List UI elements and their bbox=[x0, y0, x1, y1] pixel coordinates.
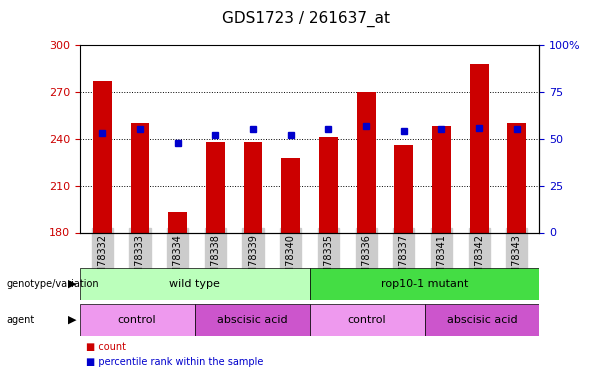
Text: abscisic acid: abscisic acid bbox=[447, 315, 517, 325]
Text: ▶: ▶ bbox=[68, 315, 77, 325]
Bar bbox=[432, 126, 451, 232]
Bar bbox=[470, 64, 489, 232]
Text: abscisic acid: abscisic acid bbox=[217, 315, 287, 325]
Text: ■ percentile rank within the sample: ■ percentile rank within the sample bbox=[86, 357, 263, 367]
Text: genotype/variation: genotype/variation bbox=[6, 279, 99, 289]
Bar bbox=[319, 137, 338, 232]
Text: control: control bbox=[348, 315, 386, 325]
Bar bbox=[206, 142, 225, 232]
Text: wild type: wild type bbox=[169, 279, 220, 289]
Bar bbox=[424, 304, 539, 336]
Bar bbox=[195, 304, 310, 336]
Bar bbox=[508, 123, 526, 232]
Text: ■ count: ■ count bbox=[86, 342, 126, 352]
Text: control: control bbox=[118, 315, 156, 325]
Bar bbox=[80, 268, 310, 300]
Bar bbox=[168, 212, 187, 232]
Bar bbox=[310, 304, 424, 336]
Bar bbox=[131, 123, 150, 232]
Bar bbox=[310, 268, 539, 300]
Text: ▶: ▶ bbox=[68, 279, 77, 289]
Bar bbox=[281, 158, 300, 232]
Text: agent: agent bbox=[6, 315, 34, 325]
Bar bbox=[394, 145, 413, 232]
Bar bbox=[243, 142, 262, 232]
Text: GDS1723 / 261637_at: GDS1723 / 261637_at bbox=[223, 11, 390, 27]
Bar bbox=[357, 92, 376, 232]
Bar bbox=[80, 304, 195, 336]
Text: rop10-1 mutant: rop10-1 mutant bbox=[381, 279, 468, 289]
Bar bbox=[93, 81, 112, 232]
